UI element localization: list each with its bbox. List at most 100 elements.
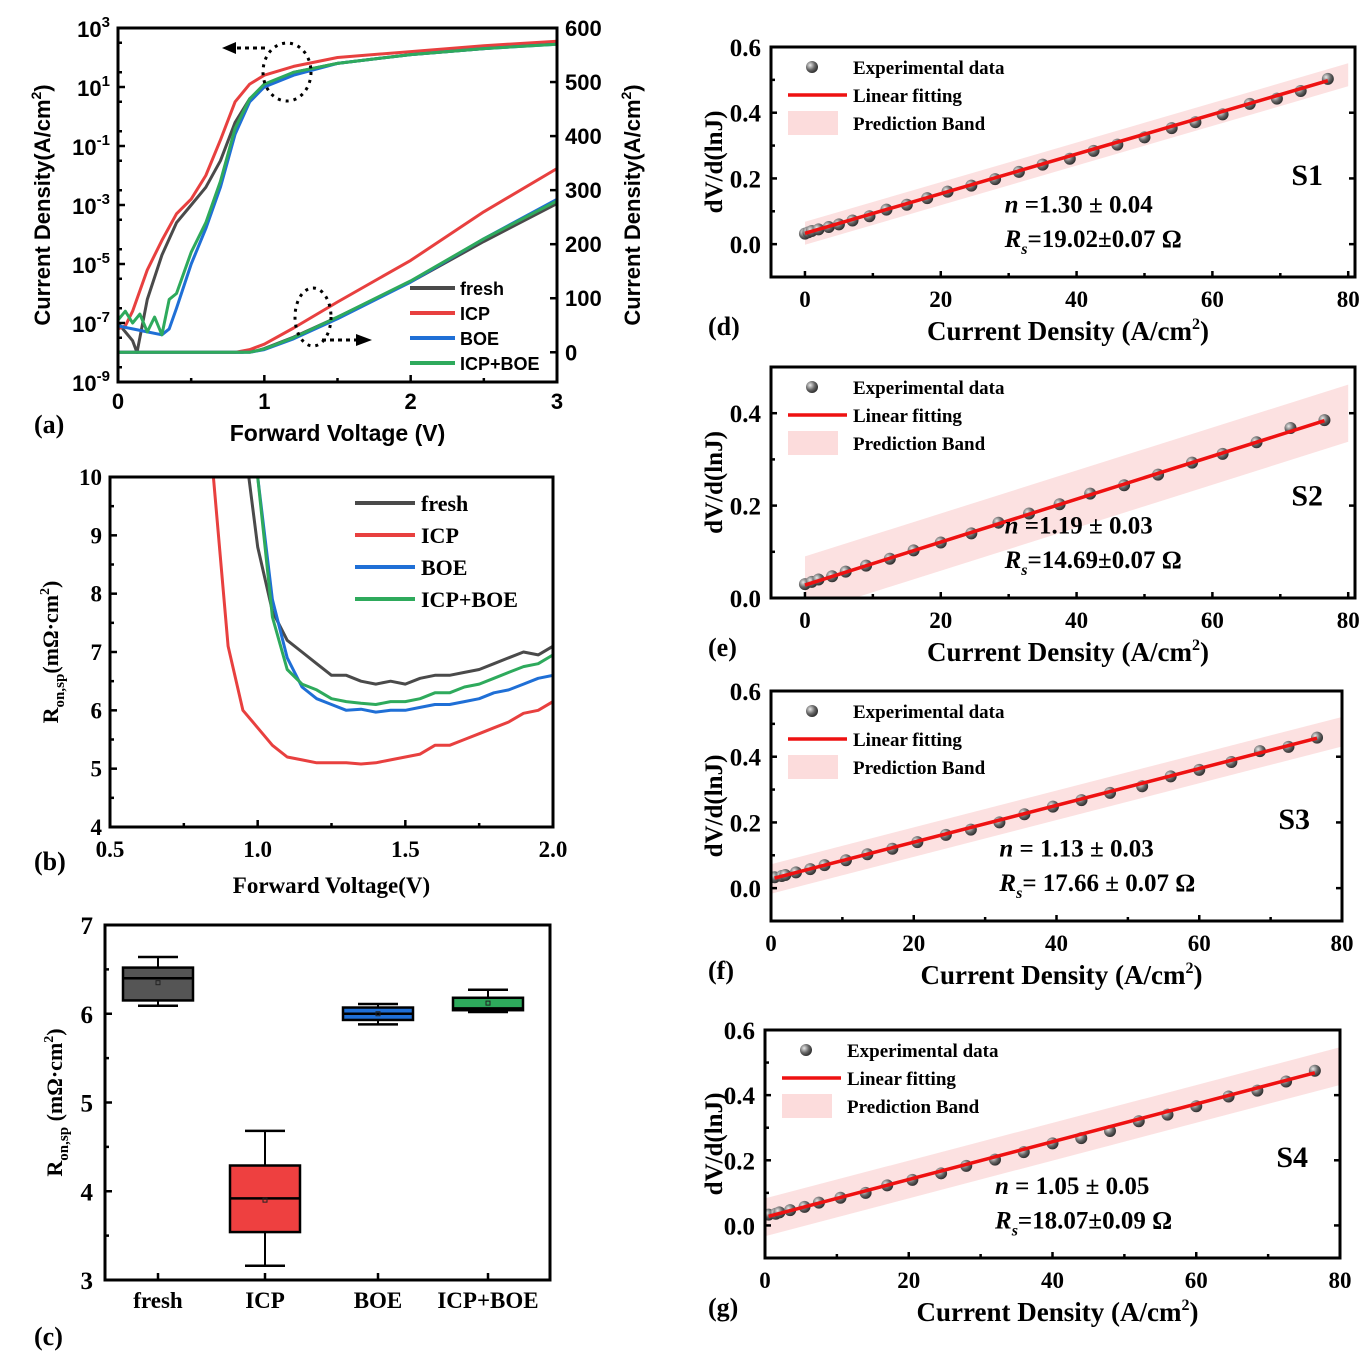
panel-label: (b)	[34, 847, 66, 876]
log-series-fresh	[118, 41, 557, 354]
y-right-tick-label: 400	[565, 124, 602, 149]
arrow-right-icon	[356, 334, 372, 346]
arrow-left-icon	[222, 42, 236, 54]
y-tick-label: 0.0	[730, 876, 761, 903]
y-right-tick-label: 200	[565, 232, 602, 257]
legend-label: fresh	[421, 491, 468, 516]
label-r: R	[998, 870, 1016, 897]
y-tick-label: 0.2	[724, 1148, 755, 1175]
log-series-icp-boe	[118, 42, 557, 337]
y-tick-label: 0.2	[730, 494, 761, 521]
label-sup: 2	[1185, 960, 1193, 977]
y-right-axis-label: Current Density(A/cm2)	[618, 84, 645, 325]
value: =1.19 ± 0.03	[1025, 512, 1153, 539]
x-axis-label: Current Density (A/cm2)	[927, 316, 1209, 346]
plot-frame	[769, 365, 1357, 600]
legend-label: Prediction Band	[853, 758, 986, 779]
x-tick-label: 20	[929, 287, 952, 312]
label-close: )	[30, 84, 55, 91]
legend-label: Experimental data	[853, 378, 1005, 399]
linear-series-icp-boe	[118, 199, 557, 354]
label-main: Current Density(A/cm	[30, 99, 55, 325]
y-tick-label: 0.4	[730, 401, 762, 428]
x-tick-label: 1.5	[391, 837, 420, 862]
sample-label: S2	[1291, 480, 1323, 513]
x-tick-label: 60	[1185, 1268, 1208, 1293]
y-tick-label: 0.6	[730, 679, 761, 706]
mean-marker	[375, 1011, 381, 1017]
value: = 1.05 ± 0.05	[1015, 1173, 1149, 1200]
y-left-axis-label: Current Density(A/cm2)	[28, 84, 55, 325]
x-tick-label: 60	[1201, 287, 1224, 312]
tick-base: 10	[72, 135, 96, 160]
tick-base: 10	[72, 194, 96, 219]
tick-base: 10	[72, 253, 96, 278]
panel-label: (d)	[708, 312, 740, 341]
label-sub: s	[1020, 562, 1027, 579]
y-tick-label: 5	[81, 1091, 94, 1118]
x-tick-label: 1.0	[243, 837, 272, 862]
legend-label: Linear fitting	[853, 730, 962, 751]
annotation-circle-left	[261, 41, 313, 103]
x-tick-label: 0.5	[96, 837, 125, 862]
label-r: R	[994, 1207, 1012, 1234]
y-tick-label: 3	[81, 1268, 94, 1295]
value: = 1.13 ± 0.03	[1020, 836, 1154, 863]
legend-label: Prediction Band	[853, 434, 986, 455]
y-left-tick-label: 103	[77, 14, 110, 42]
label-main: Current Density (A/cm	[917, 1297, 1182, 1327]
panel-label: (g)	[708, 1293, 738, 1322]
value: =19.02±0.07 Ω	[1028, 226, 1182, 253]
x-tick-label: ICP	[245, 1288, 285, 1313]
y-left-tick-label: 10-9	[72, 368, 110, 396]
label-r: R	[38, 706, 63, 723]
y-tick-label: 0.4	[724, 1083, 756, 1110]
x-tick-label: 2	[405, 389, 417, 414]
value: =18.07±0.09 Ω	[1018, 1207, 1172, 1234]
plot-frame	[769, 45, 1357, 279]
plot-content	[798, 384, 1349, 598]
y-right-tick-label: 300	[565, 178, 602, 203]
tick-exponent: -1	[97, 132, 110, 149]
y-tick-label: 6	[91, 698, 103, 723]
y-tick-label: 0.0	[730, 586, 761, 613]
series-boe	[256, 477, 553, 714]
legend-label: Linear fitting	[853, 86, 962, 107]
mean-marker	[262, 1197, 268, 1203]
value: =1.30 ± 0.04	[1025, 192, 1153, 219]
legend-marker-experimental	[806, 381, 818, 393]
sample-label: S3	[1278, 803, 1310, 836]
y-tick-label: 7	[81, 913, 94, 940]
y-axis-label: dV/d(lnJ)	[701, 431, 728, 534]
x-tick-label: 80	[1329, 1268, 1352, 1293]
legend-label: ICP	[421, 523, 459, 548]
tick-base: 10	[72, 371, 96, 396]
x-tick-label: 0	[759, 1268, 771, 1293]
x-tick-label: 40	[1065, 608, 1088, 633]
x-tick-label: 3	[551, 389, 563, 414]
legend-label: BOE	[460, 329, 499, 349]
value: =14.69±0.07 Ω	[1028, 547, 1182, 574]
tick-exponent: 3	[102, 14, 110, 31]
box-iqr	[121, 966, 195, 1002]
tick-exponent: -5	[97, 250, 110, 267]
y-tick-label: 0.4	[730, 101, 762, 128]
tick-exponent: -3	[97, 191, 110, 208]
x-axis-label: Current Density (A/cm2)	[921, 960, 1203, 990]
y-tick-label: 4	[81, 1179, 94, 1206]
y-left-tick-label: 10-1	[72, 132, 110, 160]
ideality-factor-text: n =1.19 ± 0.03	[1005, 512, 1153, 539]
x-axis-label: Current Density (A/cm2)	[927, 637, 1209, 667]
box-icp	[228, 1129, 302, 1268]
x-axis-label: Current Density (A/cm2)	[917, 1297, 1199, 1327]
legend-label: Experimental data	[853, 702, 1005, 723]
label-sub: s	[1011, 1222, 1018, 1239]
tick-base: 10	[77, 17, 101, 42]
label-close: )	[1189, 1297, 1198, 1327]
label-n: n	[995, 1173, 1015, 1200]
label-n: n	[1005, 512, 1025, 539]
label-n: n	[1005, 192, 1025, 219]
legend-marker-experimental	[806, 705, 818, 717]
legend-label: Linear fitting	[847, 1069, 956, 1090]
